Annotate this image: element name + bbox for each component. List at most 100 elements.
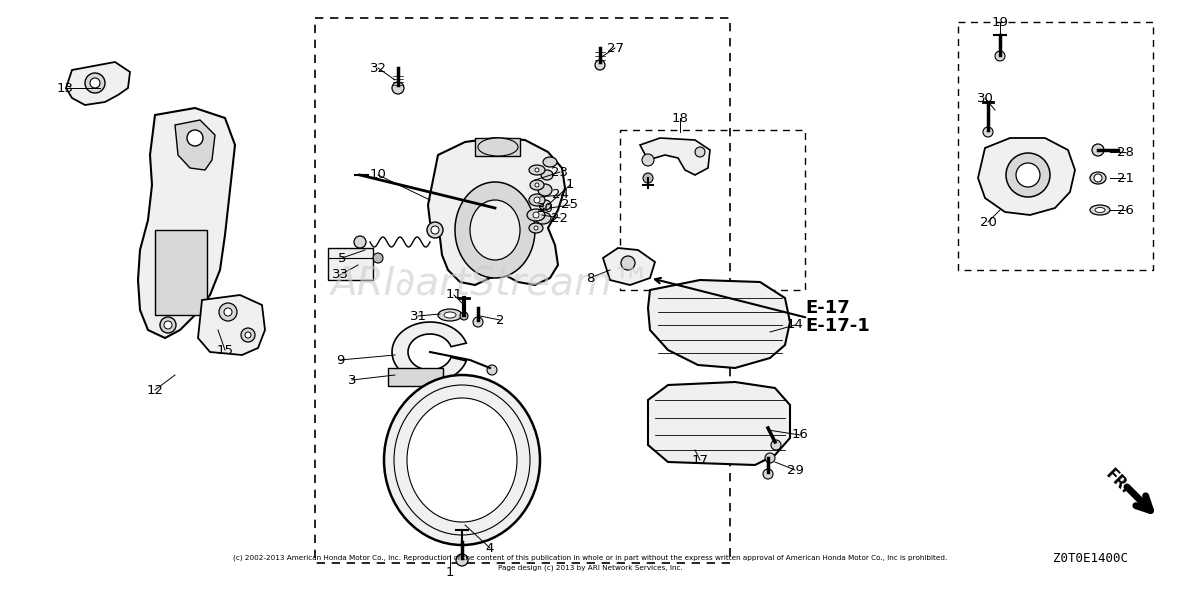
Text: 29: 29: [787, 464, 804, 477]
Text: 27: 27: [607, 41, 623, 54]
Text: 1: 1: [446, 565, 454, 579]
Circle shape: [373, 253, 384, 263]
Ellipse shape: [455, 182, 535, 278]
Bar: [155, 230, 206, 315]
Polygon shape: [648, 280, 789, 368]
Text: 13: 13: [57, 81, 73, 94]
Ellipse shape: [540, 170, 553, 180]
Polygon shape: [175, 120, 215, 170]
Text: 9: 9: [336, 353, 345, 366]
Text: 12: 12: [146, 384, 164, 396]
Polygon shape: [198, 295, 266, 355]
Circle shape: [460, 312, 468, 320]
Text: ARI∂artStream™: ARI∂artStream™: [329, 266, 650, 304]
Bar: [958, 22, 1153, 270]
Text: 30: 30: [537, 202, 553, 215]
Ellipse shape: [543, 157, 557, 167]
Circle shape: [995, 51, 1005, 61]
Ellipse shape: [470, 200, 520, 260]
Circle shape: [245, 332, 251, 338]
Circle shape: [241, 328, 255, 342]
Circle shape: [1092, 144, 1104, 156]
Circle shape: [763, 469, 773, 479]
Circle shape: [771, 440, 781, 450]
Circle shape: [90, 78, 100, 88]
Ellipse shape: [535, 212, 551, 224]
Circle shape: [354, 236, 366, 248]
Circle shape: [164, 321, 172, 329]
Bar: [388, 368, 442, 386]
Text: 18: 18: [671, 112, 688, 124]
Ellipse shape: [1090, 172, 1106, 184]
Circle shape: [392, 82, 404, 94]
Text: Page design (c) 2013 by ARI Network Services, Inc.: Page design (c) 2013 by ARI Network Serv…: [498, 565, 682, 571]
Polygon shape: [138, 108, 235, 338]
Text: Z0T0E1400C: Z0T0E1400C: [1053, 552, 1128, 565]
Circle shape: [643, 173, 653, 183]
Polygon shape: [66, 62, 130, 105]
Ellipse shape: [478, 138, 518, 156]
Text: 32: 32: [369, 61, 387, 74]
Circle shape: [535, 168, 539, 172]
Text: 23: 23: [551, 166, 569, 179]
Circle shape: [85, 73, 105, 93]
Circle shape: [642, 154, 654, 166]
Ellipse shape: [444, 312, 455, 318]
Ellipse shape: [539, 200, 551, 210]
Text: 14: 14: [787, 319, 804, 332]
Circle shape: [695, 147, 704, 157]
Text: E-17: E-17: [805, 299, 850, 317]
Text: 2: 2: [496, 313, 504, 326]
Text: 17: 17: [691, 454, 708, 467]
Circle shape: [427, 222, 442, 238]
Text: 15: 15: [216, 343, 234, 356]
Circle shape: [1016, 163, 1040, 187]
Circle shape: [535, 226, 538, 230]
Ellipse shape: [529, 194, 545, 206]
Text: 5: 5: [337, 251, 346, 264]
Polygon shape: [978, 138, 1075, 215]
Text: FR.: FR.: [1103, 467, 1133, 497]
Circle shape: [1007, 153, 1050, 197]
Text: 28: 28: [1116, 146, 1134, 159]
Circle shape: [595, 60, 605, 70]
Bar: [476, 138, 520, 156]
Polygon shape: [428, 138, 565, 285]
Polygon shape: [603, 248, 655, 285]
Circle shape: [621, 256, 635, 270]
Circle shape: [765, 453, 775, 463]
Circle shape: [431, 226, 439, 234]
Circle shape: [473, 317, 483, 327]
Circle shape: [1094, 174, 1102, 182]
Circle shape: [224, 308, 232, 316]
Text: 16: 16: [792, 428, 808, 441]
Circle shape: [487, 365, 497, 375]
Text: 8: 8: [585, 271, 595, 284]
Ellipse shape: [394, 385, 530, 535]
Bar: [620, 130, 805, 290]
Circle shape: [455, 554, 468, 566]
Circle shape: [219, 303, 237, 321]
Text: 20: 20: [979, 215, 996, 228]
Circle shape: [535, 183, 539, 187]
Text: E-17-1: E-17-1: [805, 317, 870, 335]
Bar: [315, 18, 730, 563]
Circle shape: [535, 197, 540, 203]
Text: 24: 24: [551, 188, 569, 202]
Ellipse shape: [529, 223, 543, 233]
Ellipse shape: [1095, 208, 1104, 212]
Ellipse shape: [529, 165, 545, 175]
Text: 33: 33: [332, 268, 348, 281]
Text: 21: 21: [1116, 172, 1134, 185]
Text: 1: 1: [565, 179, 575, 192]
Ellipse shape: [538, 184, 552, 196]
Text: 19: 19: [991, 15, 1009, 28]
Text: 11: 11: [446, 289, 463, 301]
Text: (c) 2002-2013 American Honda Motor Co., Inc. Reproduction of the content of this: (c) 2002-2013 American Honda Motor Co., …: [232, 555, 948, 561]
Polygon shape: [392, 322, 466, 382]
Ellipse shape: [1090, 205, 1110, 215]
Text: 22: 22: [551, 211, 569, 225]
Text: 10: 10: [369, 169, 386, 182]
Ellipse shape: [384, 375, 540, 545]
Ellipse shape: [438, 309, 463, 321]
